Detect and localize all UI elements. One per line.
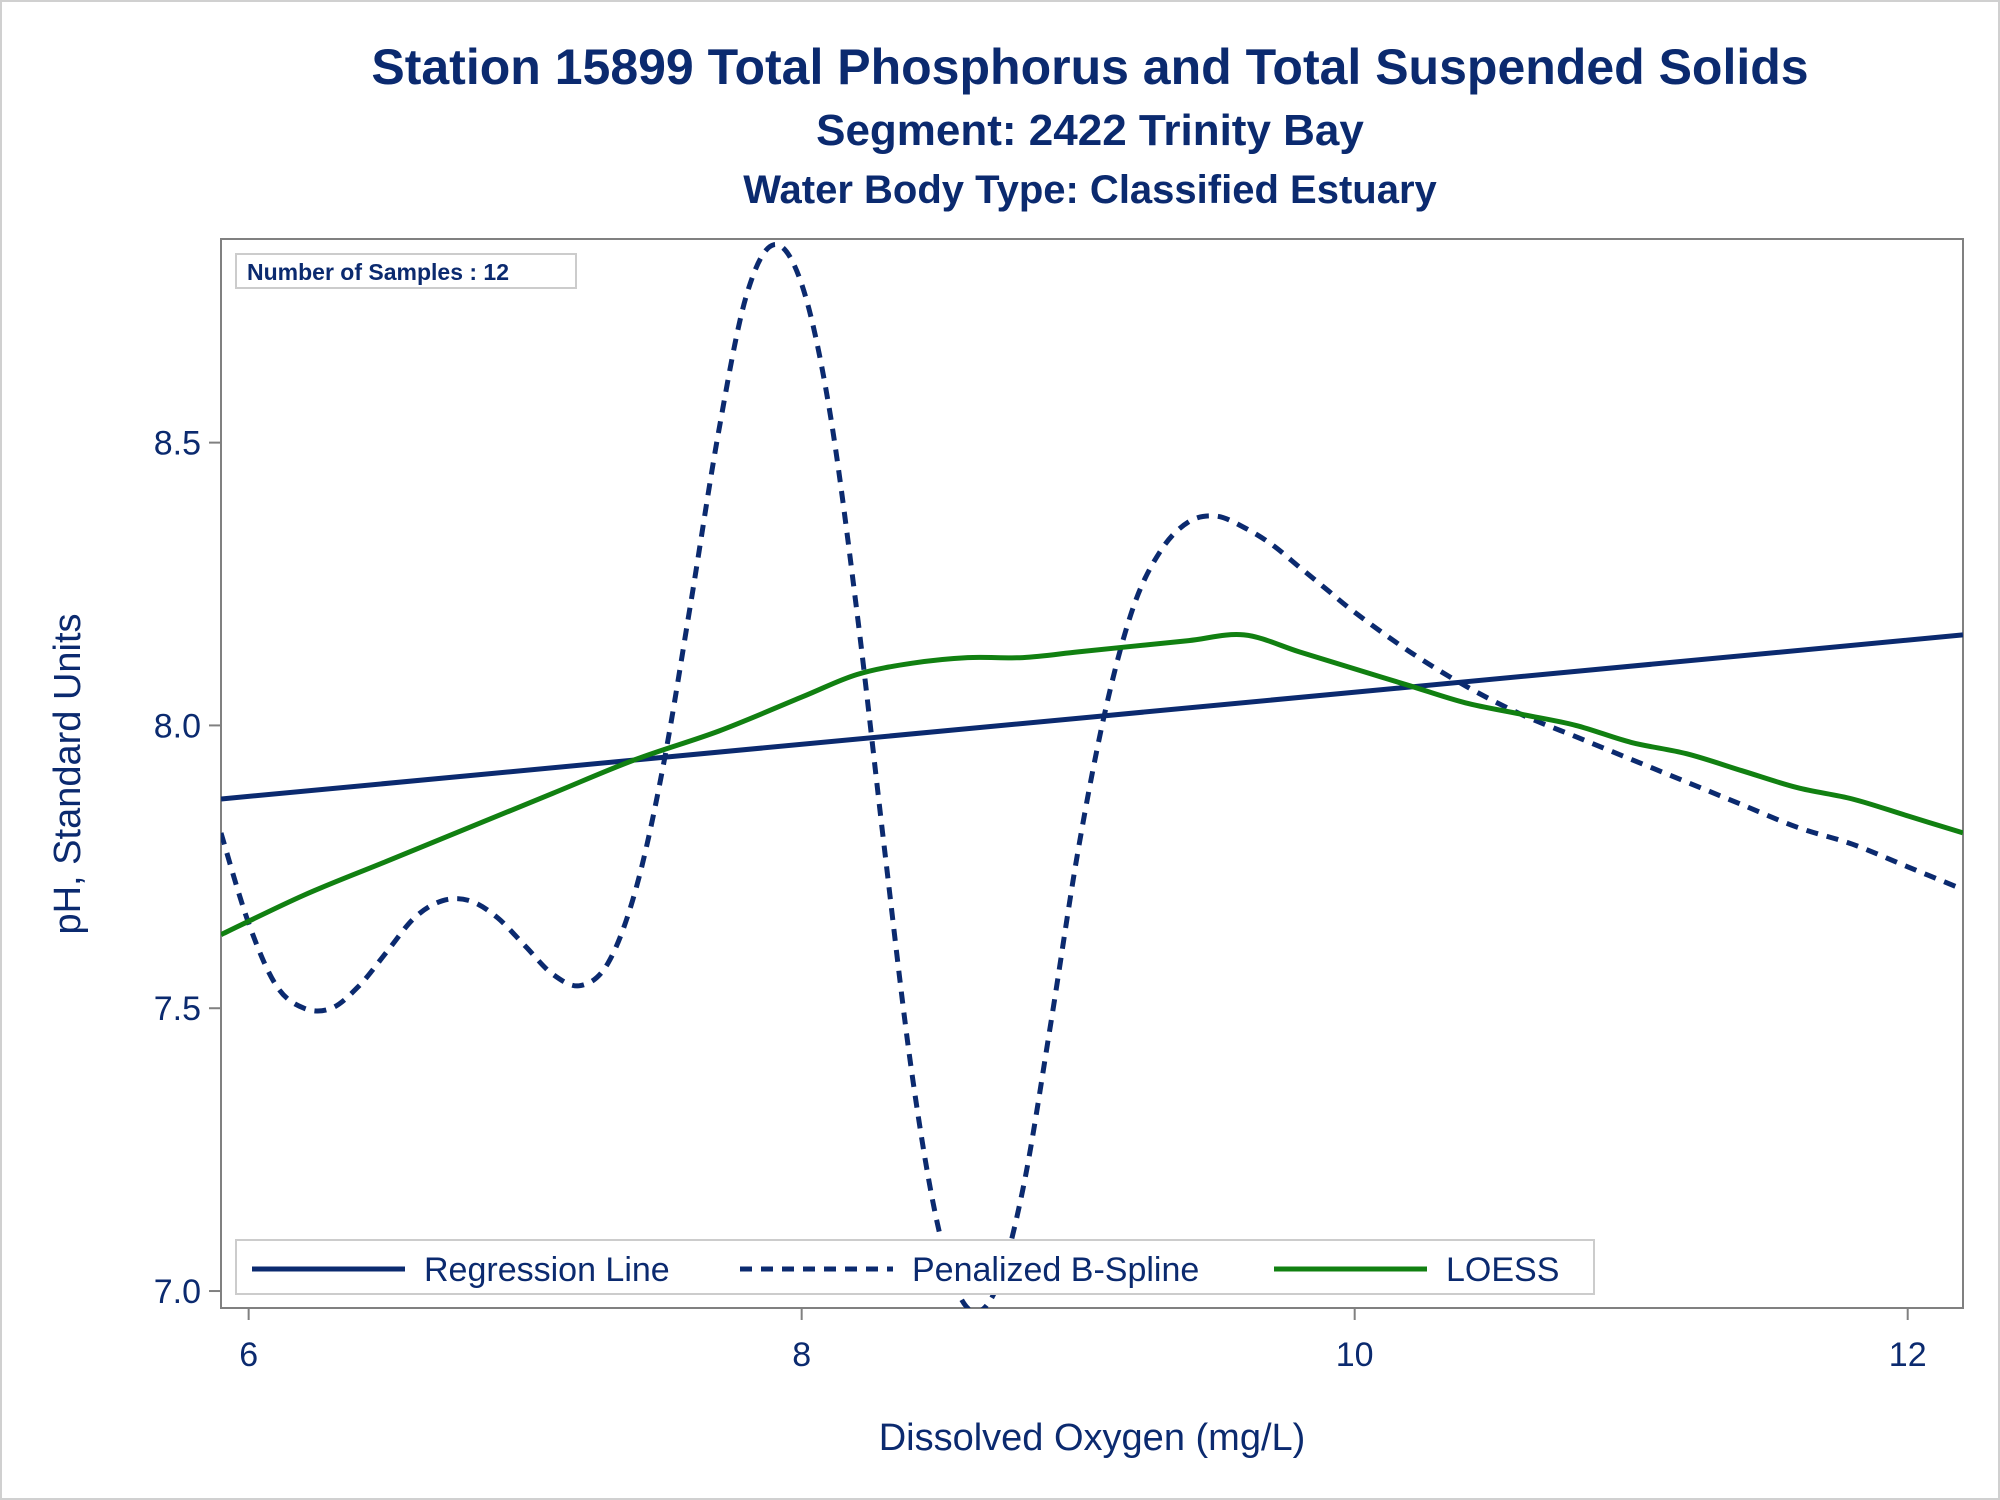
legend-label-regression: Regression Line <box>424 1251 670 1289</box>
legend: Regression Line Penalized B-Spline LOESS <box>235 1239 1595 1295</box>
y-tick-label: 8.0 <box>154 707 201 745</box>
y-tick-label: 7.0 <box>154 1273 201 1311</box>
x-tick-label: 8 <box>792 1336 811 1374</box>
x-axis-label: Dissolved Oxygen (mg/L) <box>879 1417 1306 1459</box>
series-loess <box>221 632 1963 937</box>
sample-count-box: Number of Samples : 12 <box>235 253 577 289</box>
series-layer <box>221 242 1963 1308</box>
chart-subtitle: Segment: 2422 Trinity Bay <box>816 106 1364 155</box>
y-axis-label: pH, Standard Units <box>47 613 89 934</box>
series-regression-line <box>221 632 1963 802</box>
x-tick-label: 12 <box>1889 1336 1927 1374</box>
series-penalized-b-spline <box>221 242 1963 1308</box>
legend-label-spline: Penalized B-Spline <box>912 1251 1199 1289</box>
y-axis: 7.0 7.5 8.0 8.5 <box>154 425 221 1311</box>
chart-subtitle-2: Water Body Type: Classified Estuary <box>743 168 1437 212</box>
sample-count-annotation: Number of Samples : 12 <box>247 259 509 285</box>
y-tick-label: 8.5 <box>154 425 201 463</box>
x-tick-label: 10 <box>1336 1336 1374 1374</box>
chart-title: Station 15899 Total Phosphorus and Total… <box>371 39 1809 95</box>
x-axis: 6 8 10 12 <box>239 1308 1927 1374</box>
x-tick-label: 6 <box>239 1336 258 1374</box>
y-tick-label: 7.5 <box>154 990 201 1028</box>
title-block: Station 15899 Total Phosphorus and Total… <box>0 0 2000 230</box>
legend-label-loess: LOESS <box>1446 1251 1559 1289</box>
